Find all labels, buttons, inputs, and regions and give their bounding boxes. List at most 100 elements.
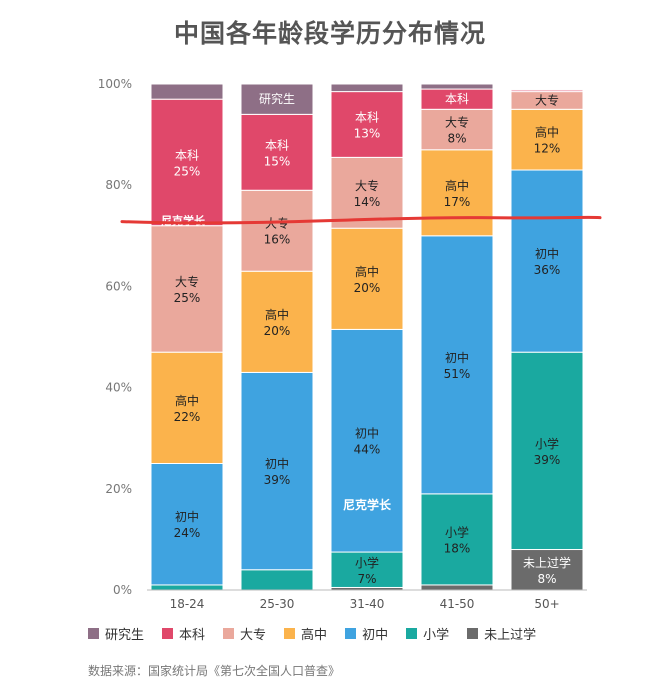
bar-segment xyxy=(420,108,494,151)
data-label-category: 小学 xyxy=(535,436,559,451)
x-tick-label: 50+ xyxy=(534,597,559,611)
data-label-category: 本科 xyxy=(265,138,289,152)
data-label-category: 大专 xyxy=(355,178,379,193)
bar-segment xyxy=(150,83,224,100)
bar-segment xyxy=(330,156,404,229)
legend-swatch xyxy=(223,628,235,639)
data-label-category: 初中 xyxy=(535,246,559,261)
data-label-category: 高中 xyxy=(355,264,379,279)
data-label-value: 39% xyxy=(264,473,291,487)
legend-swatch xyxy=(88,628,99,639)
legend-item: 研究生 xyxy=(88,624,144,643)
bar-segment xyxy=(240,189,314,272)
data-label-value: 24% xyxy=(174,526,201,540)
data-label-value: 22% xyxy=(174,410,201,424)
data-label-category: 大专 xyxy=(445,115,469,130)
x-tick-label: 41-50 xyxy=(440,597,475,611)
data-label-category: 初中 xyxy=(445,350,469,365)
bar-segment xyxy=(150,225,224,353)
data-label-value: 20% xyxy=(354,281,381,295)
y-tick-label: 80% xyxy=(105,178,132,192)
data-label-value: 15% xyxy=(264,154,291,168)
legend: 研究生 本科 大专 高中 初中 小学 未上过学 xyxy=(88,624,648,643)
y-tick-label: 0% xyxy=(113,583,132,597)
legend-item: 未上过学 xyxy=(467,624,536,643)
data-label-value: 18% xyxy=(444,541,471,555)
bar-segment xyxy=(150,463,224,586)
data-label-value: 36% xyxy=(534,263,561,277)
data-label-value: 25% xyxy=(174,291,201,305)
data-label-value: 51% xyxy=(444,367,471,381)
data-label-category: 研究生 xyxy=(259,91,295,106)
bar-segment xyxy=(510,351,584,551)
legend-item: 小学 xyxy=(406,624,449,643)
bar-segment xyxy=(330,83,404,93)
data-label-value: 20% xyxy=(264,324,291,338)
x-tick-label: 31-40 xyxy=(350,597,385,611)
data-label-category: 本科 xyxy=(445,92,469,106)
legend-label: 研究生 xyxy=(105,628,145,643)
bar-segment xyxy=(510,108,584,171)
data-label-category: 高中 xyxy=(265,307,289,322)
data-label-value: 16% xyxy=(264,233,291,247)
data-label-category: 高中 xyxy=(535,125,559,140)
y-tick-label: 20% xyxy=(105,482,132,496)
bar-segment xyxy=(330,91,404,158)
bar-segment xyxy=(240,371,314,571)
bar-segment xyxy=(420,584,494,591)
bar-segment xyxy=(510,549,584,591)
bar-segment xyxy=(240,83,314,115)
data-label-category: 小学 xyxy=(445,524,469,539)
data-label-value: 14% xyxy=(354,195,381,209)
bar-segment xyxy=(420,83,494,90)
legend-label: 小学 xyxy=(423,628,450,643)
bar-segment xyxy=(330,328,404,553)
bar-segment xyxy=(240,270,314,373)
bar-segment xyxy=(240,113,314,191)
data-label-value: 39% xyxy=(534,453,561,467)
data-label-category: 高中 xyxy=(445,178,469,193)
source-note: 数据来源：国家统计局《第七次全国人口普查》 xyxy=(88,664,341,678)
x-tick-label: 25-30 xyxy=(260,597,295,611)
data-label-value: 7% xyxy=(357,572,376,586)
legend-swatch xyxy=(467,628,479,639)
data-label-category: 本科 xyxy=(175,148,199,162)
data-label-value: 25% xyxy=(174,164,201,178)
data-label-value: 8% xyxy=(447,132,466,146)
legend-label: 初中 xyxy=(362,628,389,643)
legend-swatch xyxy=(345,628,357,639)
data-label-category: 初中 xyxy=(175,509,199,524)
annotation-line xyxy=(120,215,602,225)
bar-segment xyxy=(150,584,224,591)
legend-label: 大专 xyxy=(240,628,267,643)
legend-swatch xyxy=(284,628,296,639)
watermark: 尼克学长 xyxy=(343,497,392,512)
data-label-category: 初中 xyxy=(265,456,289,471)
data-label-value: 13% xyxy=(354,126,381,140)
bar-segment xyxy=(510,169,584,353)
data-label-category: 高中 xyxy=(175,393,199,408)
data-label-category: 初中 xyxy=(355,426,379,441)
legend-swatch xyxy=(406,628,418,639)
legend-item: 大专 xyxy=(223,624,266,643)
legend-swatch xyxy=(162,628,174,639)
x-tick-label: 18-24 xyxy=(170,597,205,611)
data-label-category: 本科 xyxy=(355,110,379,124)
data-label-category: 小学 xyxy=(355,555,379,570)
bar-segment xyxy=(150,98,224,227)
y-tick-label: 100% xyxy=(98,77,132,91)
data-label-category: 未上过学 xyxy=(523,555,571,570)
bar-segment xyxy=(420,235,494,495)
legend-item: 高中 xyxy=(284,624,327,643)
bar-segment xyxy=(240,569,314,591)
watermark: 尼克学长 xyxy=(161,214,206,228)
bar-segment xyxy=(420,493,494,586)
data-label-value: 44% xyxy=(354,443,381,457)
y-tick-label: 60% xyxy=(105,279,132,293)
chart-title: 中国各年龄段学历分布情况 xyxy=(173,19,486,48)
legend-item: 本科 xyxy=(162,624,205,643)
legend-label: 本科 xyxy=(179,628,206,643)
bar-segment xyxy=(420,149,494,237)
data-label-category: 大专 xyxy=(175,274,199,289)
legend-item: 初中 xyxy=(345,624,388,643)
